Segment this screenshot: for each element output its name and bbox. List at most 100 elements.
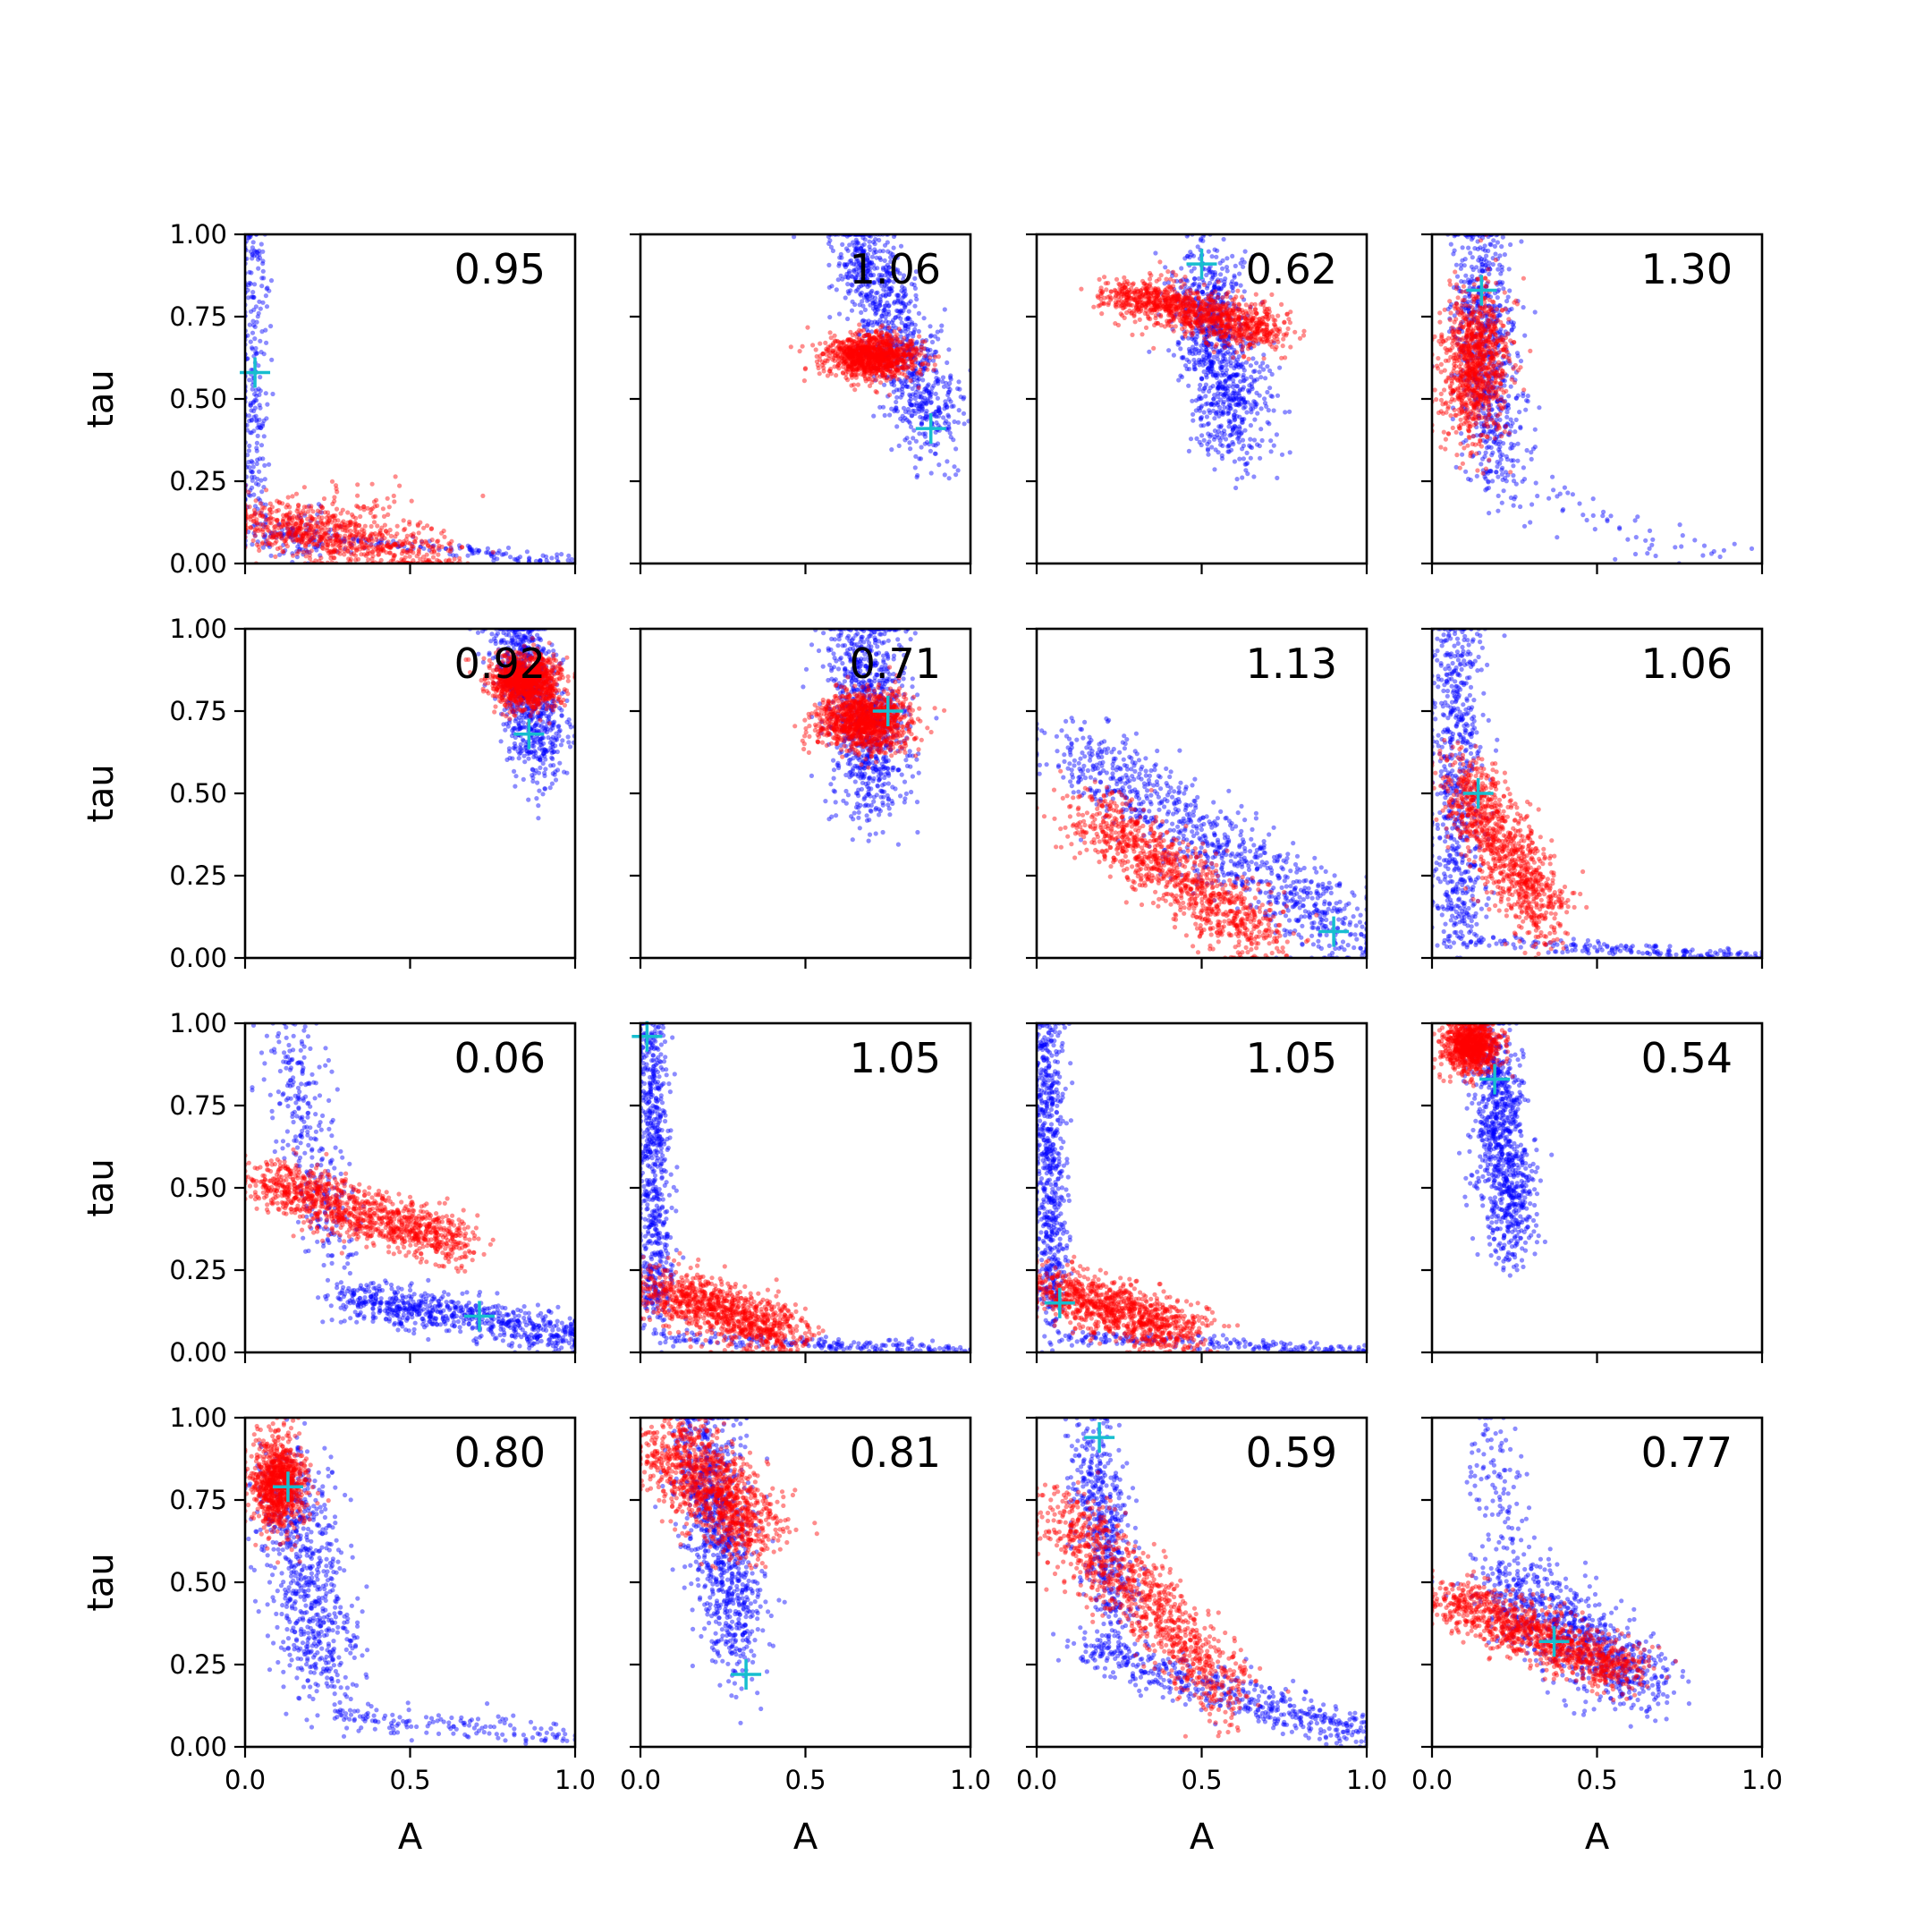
series-a-point: [912, 465, 918, 470]
series-b-point: [276, 500, 283, 505]
series-b-point: [315, 508, 321, 513]
series-b-point: [851, 356, 856, 361]
series-b-point: [391, 542, 396, 547]
series-a-point: [395, 544, 401, 550]
series-b-point: [284, 520, 290, 525]
series-a-point: [928, 347, 933, 352]
series-a-point: [1204, 414, 1209, 419]
series-b-point: [304, 549, 309, 555]
series-a-point: [894, 277, 900, 283]
series-a-point: [886, 344, 892, 351]
series-a-point: [877, 255, 883, 260]
series-b-point: [294, 508, 300, 513]
series-a-point: [858, 253, 863, 258]
series-a-point: [961, 411, 967, 416]
series-a-point: [926, 388, 931, 394]
series-a-point: [1248, 436, 1253, 442]
series-a-point: [467, 547, 472, 552]
series-b-point: [436, 543, 442, 548]
series-a-point: [889, 285, 894, 291]
series-b-point: [269, 535, 275, 540]
series-b-point: [877, 367, 882, 373]
series-a-point: [895, 342, 901, 347]
series-a-point: [886, 292, 892, 297]
series-b-point: [925, 367, 930, 372]
series-b-point: [299, 512, 304, 518]
series-a-point: [899, 355, 904, 360]
series-a-point: [857, 302, 862, 308]
series-a-point: [315, 512, 320, 517]
series-b-point: [305, 536, 310, 541]
series-a-point: [932, 349, 937, 354]
series-b-point: [895, 360, 901, 366]
series-b-point: [352, 521, 358, 527]
series-a-point: [1240, 257, 1245, 262]
series-b-point: [342, 548, 347, 554]
series-a-point: [912, 285, 918, 291]
series-a-point: [906, 324, 911, 329]
series-a-point: [895, 314, 902, 319]
series-b-point: [260, 527, 266, 532]
series-a-point: [249, 294, 254, 300]
series-a-point: [411, 534, 416, 539]
series-a-point: [306, 542, 311, 547]
series-a-point: [916, 377, 922, 382]
series-b-point: [916, 385, 921, 390]
series-a-point: [1224, 256, 1230, 261]
series-a-point: [860, 275, 866, 281]
series-a-point: [918, 403, 923, 410]
series-a-point: [922, 346, 928, 352]
series-a-point: [256, 482, 261, 487]
series-a-point: [1238, 386, 1243, 392]
series-b-point: [1286, 317, 1292, 322]
series-a-point: [468, 547, 473, 553]
series-a-point: [1248, 406, 1254, 411]
series-a-point: [864, 256, 870, 261]
series-a-point: [256, 422, 261, 428]
series-b-point: [303, 521, 309, 528]
series-a-point: [912, 303, 918, 309]
series-a-point: [257, 299, 262, 304]
series-a-point: [276, 522, 282, 528]
series-a-point: [859, 251, 865, 257]
series-a-point: [884, 318, 889, 324]
series-b-point: [292, 534, 298, 539]
series-b-point: [411, 558, 416, 564]
series-b-point: [1122, 315, 1127, 320]
series-b-point: [372, 530, 377, 537]
series-b-point: [309, 504, 314, 509]
series-a-point: [919, 371, 925, 377]
series-a-point: [1186, 383, 1191, 388]
series-a-point: [1203, 394, 1208, 399]
series-b-point: [362, 541, 368, 547]
series-b-point: [865, 351, 871, 356]
series-b-point: [304, 504, 309, 510]
series-a-point: [255, 314, 260, 319]
series-a-point: [911, 428, 917, 433]
series-a-point: [544, 557, 549, 564]
series-a-point: [887, 286, 893, 292]
series-a-point: [883, 279, 888, 284]
series-a-point: [256, 266, 261, 271]
series-a-point: [880, 249, 886, 254]
series-a-point: [253, 387, 258, 394]
series-a-point: [1210, 269, 1216, 275]
series-b-point: [932, 354, 937, 360]
series-a-point: [915, 378, 920, 384]
series-a-point: [932, 352, 937, 358]
series-a-point: [449, 547, 454, 553]
series-a-point: [923, 413, 928, 419]
series-a-point: [1242, 428, 1248, 433]
series-a-point: [338, 538, 343, 545]
series-a-point: [886, 265, 892, 270]
series-a-point: [858, 265, 863, 270]
series-b-point: [260, 540, 266, 546]
series-a-point: [919, 372, 924, 377]
series-b-point: [405, 550, 411, 555]
series-a-point: [872, 366, 877, 371]
series-a-point: [902, 409, 909, 414]
series-a-point: [852, 301, 858, 308]
series-b-point: [271, 516, 276, 522]
series-b-point: [342, 536, 348, 542]
series-b-point: [274, 532, 279, 538]
